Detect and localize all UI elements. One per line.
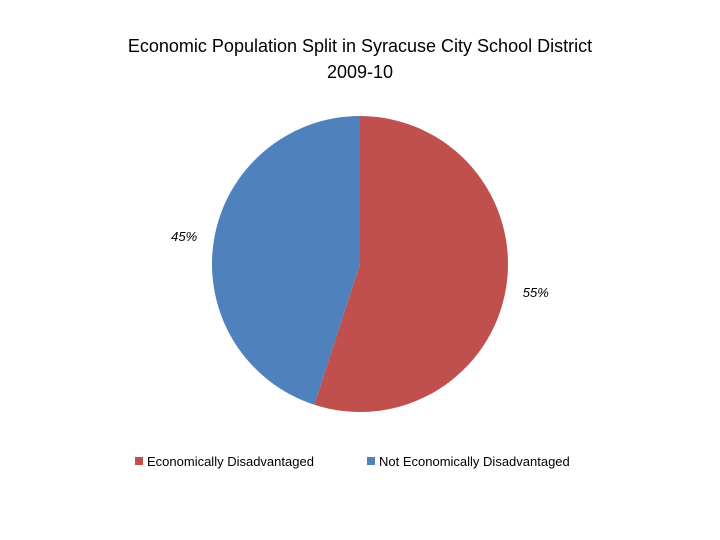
- chart-title: Economic Population Split in Syracuse Ci…: [128, 36, 592, 56]
- legend: Economically Disadvantaged Not Economical…: [135, 454, 570, 469]
- data-label-0: 55%: [523, 285, 549, 300]
- chart-subtitle: 2009-10: [327, 62, 393, 82]
- legend-swatch-1: [367, 457, 375, 465]
- data-labels: 55% 45%: [171, 229, 549, 300]
- legend-label-0: Economically Disadvantaged: [147, 454, 314, 469]
- pie-slice-0: [314, 116, 508, 412]
- legend-label-1: Not Economically Disadvantaged: [379, 454, 570, 469]
- data-label-1: 45%: [171, 229, 197, 244]
- legend-swatch-0: [135, 457, 143, 465]
- pie-slices: [212, 116, 508, 412]
- pie-slice-1: [212, 116, 360, 405]
